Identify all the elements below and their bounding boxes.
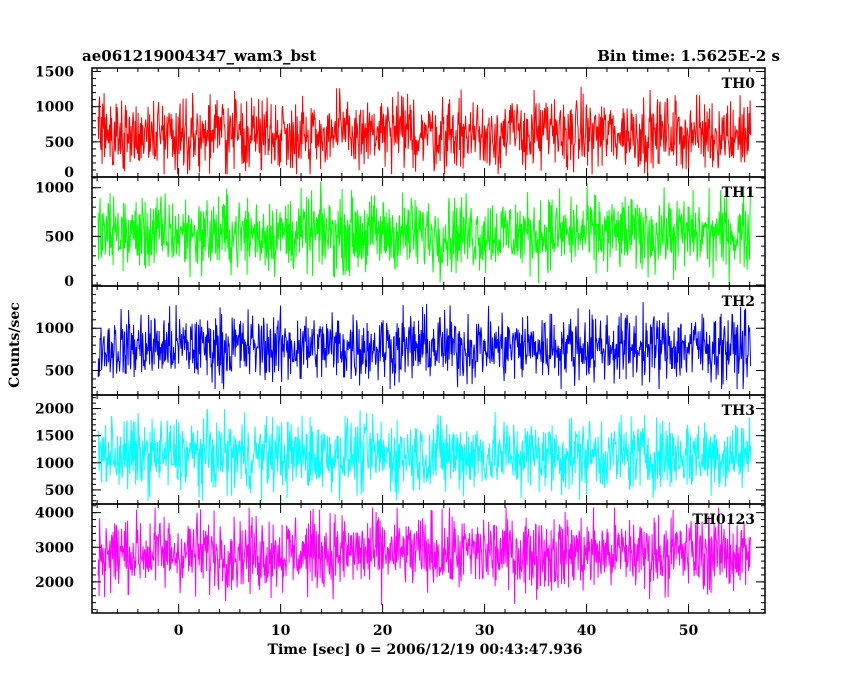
series-th0 [97, 86, 752, 175]
y-tick-label: 4000 [35, 506, 74, 522]
x-tick-label: 10 [271, 623, 291, 639]
x-axis-label: Time [sec] 0 = 2006/12/19 00:43:47.936 [268, 642, 583, 658]
y-tick-label: 1000 [35, 100, 74, 116]
y-tick-label: 500 [45, 363, 74, 379]
y-tick-label: 500 [45, 135, 74, 151]
x-tick-label: 40 [577, 623, 597, 639]
y-tick-label: 500 [45, 483, 74, 499]
series-th0123 [97, 507, 752, 605]
y-tick-label: 2000 [35, 402, 74, 418]
panel-label: TH2 [722, 294, 755, 310]
y-tick-label: 1000 [35, 321, 74, 337]
panel-label: TH0 [722, 76, 756, 92]
y-tick-label: 0 [64, 165, 74, 181]
panel-label: TH3 [722, 403, 755, 419]
y-tick-label: 1000 [35, 456, 74, 472]
y-tick-label: 2000 [35, 575, 74, 591]
bin-time-label: Bin time: 1.5625E-2 s [597, 47, 780, 65]
y-tick-label: 500 [45, 229, 74, 245]
y-tick-label: 1000 [35, 181, 74, 197]
y-tick-label: 1500 [35, 429, 74, 445]
series-th1 [97, 181, 752, 284]
series-th2 [97, 301, 752, 390]
y-tick-label: 0 [64, 274, 74, 290]
panel-frame [91, 503, 766, 614]
figure-title: ae061219004347_wam3_bst [82, 47, 316, 65]
y-tick-label: 1500 [35, 65, 74, 81]
x-tick-label: 30 [475, 623, 495, 639]
x-tick-label: 20 [373, 623, 393, 639]
panels-group: 0 500 1000 1500 TH0 0 500 1000 TH1 500 1000 TH2 500 1… [35, 65, 766, 614]
x-tick-label: 0 [174, 623, 184, 639]
panel-th0: 0 500 1000 1500 TH0 [35, 65, 766, 181]
panel-label: TH0123 [692, 512, 755, 528]
panel-th2: 500 1000 TH2 [35, 285, 766, 396]
panel-th1: 0 500 1000 TH1 [35, 176, 766, 290]
panel-th3: 500 1000 1500 2000 TH3 [35, 394, 766, 505]
panel-th0123: 2000 3000 4000 TH0123 [35, 503, 766, 614]
panel-label: TH1 [722, 185, 755, 201]
x-tick-label: 50 [679, 623, 699, 639]
y-axis-label: Counts/sec [7, 302, 23, 388]
y-tick-label: 3000 [35, 540, 74, 556]
series-th3 [97, 408, 752, 501]
x-axis: 0 10 20 30 40 50 [174, 623, 699, 639]
